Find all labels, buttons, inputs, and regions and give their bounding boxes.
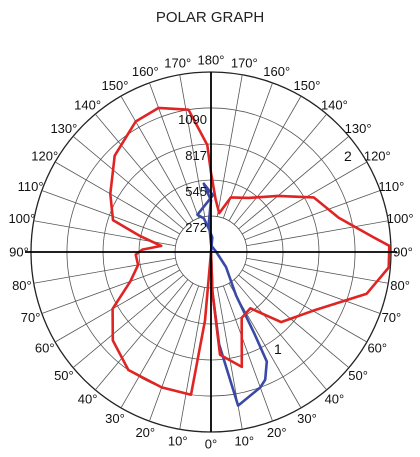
angle-label-right: 110° xyxy=(378,179,404,194)
angle-label-left: 100° xyxy=(8,211,35,226)
grid-spoke xyxy=(242,270,367,342)
chart-title: POLAR GRAPH xyxy=(156,9,264,26)
radial-tick-label: 817 xyxy=(185,148,207,163)
angle-label-right: 20° xyxy=(267,425,287,440)
angle-label-left: 20° xyxy=(135,425,155,440)
grid-spoke xyxy=(34,258,176,283)
polar-axes xyxy=(25,72,397,432)
angle-label-left: 170° xyxy=(164,55,191,70)
angle-label-left: 150° xyxy=(102,78,129,93)
angle-label-left: 40° xyxy=(78,392,98,407)
angle-label-right: 120° xyxy=(364,149,391,164)
angle-label-right: 130° xyxy=(345,121,372,136)
grid-spoke xyxy=(180,287,205,429)
radial-tick-label: 1090 xyxy=(178,112,207,127)
angle-label-left: 140° xyxy=(74,97,101,112)
grid-spoke xyxy=(223,286,272,421)
series-annotation-2: 2 xyxy=(344,148,352,164)
angle-label-right: 90° xyxy=(393,245,413,260)
angle-label-right: 60° xyxy=(367,341,387,356)
grid-spoke xyxy=(229,96,301,221)
grid-spoke xyxy=(55,270,180,342)
angle-label-left: 160° xyxy=(132,64,159,79)
angle-label-right: 170° xyxy=(231,55,258,70)
grid-spoke xyxy=(217,287,242,429)
grid-spoke xyxy=(149,286,198,421)
grid-spoke xyxy=(239,275,349,368)
grid-spoke xyxy=(95,114,188,224)
angle-label-right: 160° xyxy=(263,64,290,79)
radial-tick-label: 545 xyxy=(185,184,207,199)
grid-spoke xyxy=(95,280,188,390)
grid-spoke xyxy=(73,136,183,229)
angle-label-right: 40° xyxy=(325,392,345,407)
grid-spoke xyxy=(246,258,388,283)
angle-label-left: 70° xyxy=(21,310,41,325)
angle-label-right: 10° xyxy=(234,434,254,449)
angle-label-left: 60° xyxy=(35,341,55,356)
grid-spoke xyxy=(42,264,177,313)
angle-label-left: 0° xyxy=(205,437,217,452)
angle-label-left: 110° xyxy=(18,179,44,194)
series-annotation-1: 1 xyxy=(274,341,282,357)
angle-label-left: 10° xyxy=(168,434,188,449)
angle-label-top: 180° xyxy=(198,53,225,68)
angle-label-right: 50° xyxy=(348,368,368,383)
grid-spoke xyxy=(245,264,380,313)
angle-label-left: 90° xyxy=(9,245,29,260)
angle-label-right: 140° xyxy=(321,97,348,112)
grid-spoke xyxy=(234,114,327,224)
angle-label-right: 30° xyxy=(297,411,317,426)
angle-label-right: 70° xyxy=(382,310,402,325)
angle-label-left: 50° xyxy=(54,368,74,383)
angle-label-left: 30° xyxy=(105,411,125,426)
angle-label-right: 150° xyxy=(294,78,321,93)
angle-label-left: 130° xyxy=(50,121,77,136)
angle-label-left: 120° xyxy=(31,149,58,164)
grid-spoke xyxy=(121,283,193,408)
angle-label-right: 100° xyxy=(387,211,414,226)
grid-spoke xyxy=(73,275,183,368)
angle-label-left: 80° xyxy=(12,278,32,293)
grid-spoke xyxy=(234,280,327,390)
grid-spoke xyxy=(239,136,349,229)
grid-spoke xyxy=(217,75,242,217)
angle-label-right: 80° xyxy=(390,278,410,293)
radial-tick-label: 272 xyxy=(185,220,207,235)
